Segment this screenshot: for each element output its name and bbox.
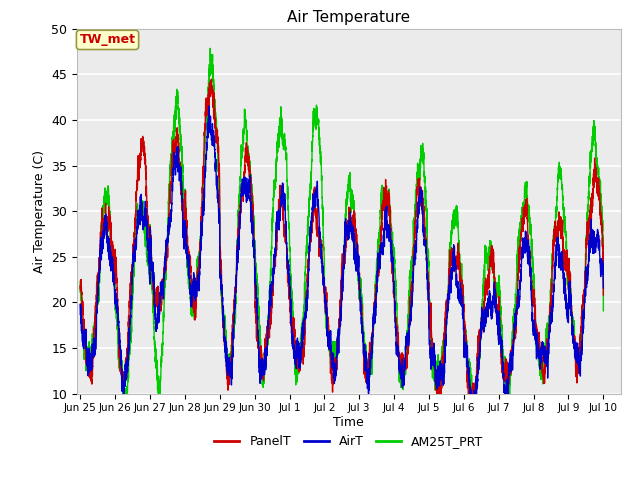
Line: PanelT: PanelT [80,79,604,410]
Text: TW_met: TW_met [79,34,136,47]
AM25T_PRT [206,46,214,51]
PanelT [207,76,215,82]
PanelT [600,292,607,298]
Line: AirT: AirT [80,106,604,421]
PanelT [323,293,330,299]
AM25T_PRT [599,243,607,249]
PanelT [489,270,497,276]
AM25T_PRT [489,260,497,266]
Legend: PanelT, AirT, AM25T_PRT: PanelT, AirT, AM25T_PRT [209,430,488,453]
AirT [599,263,607,268]
AM25T_PRT [76,279,84,285]
AirT [170,155,178,160]
AirT [489,307,497,313]
PanelT [76,283,84,289]
AM25T_PRT [323,302,330,308]
Line: AM25T_PRT: AM25T_PRT [80,48,604,416]
AirT [76,312,84,317]
AM25T_PRT [430,368,438,373]
PanelT [459,289,467,295]
PanelT [599,242,607,248]
AirT [459,306,467,312]
AirT [205,103,213,109]
Y-axis label: Air Temperature (C): Air Temperature (C) [33,150,45,273]
AirT [468,419,476,424]
PanelT [468,407,476,413]
AM25T_PRT [459,294,467,300]
AirT [430,354,438,360]
AirT [600,285,607,291]
AM25T_PRT [600,308,607,314]
AirT [323,305,330,311]
AM25T_PRT [504,413,512,419]
AM25T_PRT [170,112,178,118]
Title: Air Temperature: Air Temperature [287,10,410,25]
PanelT [170,148,178,154]
X-axis label: Time: Time [333,416,364,429]
PanelT [430,363,438,369]
